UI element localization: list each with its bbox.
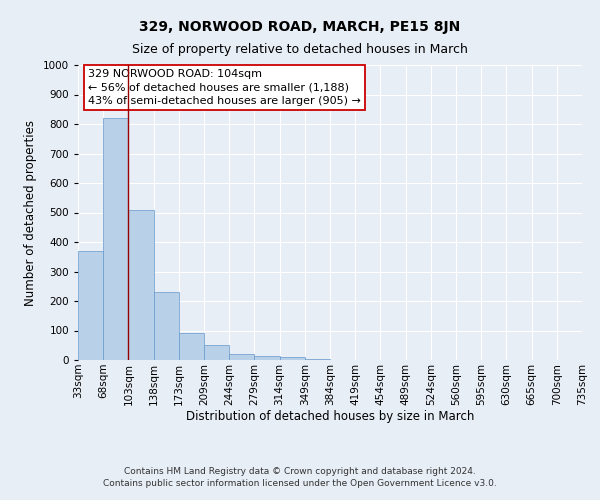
Bar [254, 356, 280, 360]
Bar [154, 292, 179, 360]
Bar [103, 118, 128, 360]
Text: 329 NORWOOD ROAD: 104sqm
← 56% of detached houses are smaller (1,188)
43% of sem: 329 NORWOOD ROAD: 104sqm ← 56% of detach… [88, 70, 361, 106]
Bar [280, 357, 305, 360]
Text: Contains HM Land Registry data © Crown copyright and database right 2024.
Contai: Contains HM Land Registry data © Crown c… [103, 466, 497, 487]
Text: 329, NORWOOD ROAD, MARCH, PE15 8JN: 329, NORWOOD ROAD, MARCH, PE15 8JN [139, 20, 461, 34]
Y-axis label: Number of detached properties: Number of detached properties [24, 120, 37, 306]
X-axis label: Distribution of detached houses by size in March: Distribution of detached houses by size … [186, 410, 474, 424]
Text: Size of property relative to detached houses in March: Size of property relative to detached ho… [132, 42, 468, 56]
Bar [229, 354, 254, 360]
Bar [204, 344, 229, 360]
Bar [179, 333, 204, 360]
Bar [305, 358, 330, 360]
Bar [78, 251, 103, 360]
Bar [128, 210, 154, 360]
